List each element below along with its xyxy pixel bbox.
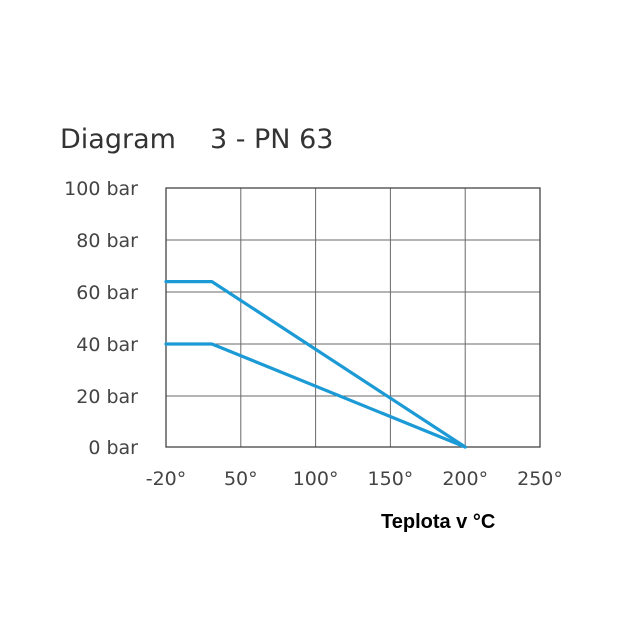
x-tick-label: -20° bbox=[146, 468, 187, 490]
x-tick-label: 150° bbox=[368, 468, 414, 490]
series-layer bbox=[164, 280, 467, 449]
x-tick-label: 250° bbox=[517, 468, 563, 490]
y-axis-ticks: 0 bar 20 bar 40 bar 60 bar 80 bar 100 bar bbox=[64, 178, 138, 459]
x-tick-label: 50° bbox=[224, 468, 258, 490]
y-tick-label: 20 bar bbox=[76, 386, 138, 408]
plot-frame bbox=[165, 187, 541, 448]
series-line-2 bbox=[164, 342, 467, 449]
y-tick-label: 60 bar bbox=[76, 282, 138, 304]
grid bbox=[166, 188, 540, 447]
y-tick-label: 0 bar bbox=[88, 437, 138, 459]
y-tick-label: 40 bar bbox=[76, 334, 138, 356]
series-line-1 bbox=[164, 280, 467, 449]
x-tick-label: 100° bbox=[293, 468, 339, 490]
y-tick-label: 80 bar bbox=[76, 230, 138, 252]
chart-title: Diagram 3 - PN 63 bbox=[60, 124, 333, 155]
x-tick-label: 200° bbox=[442, 468, 488, 490]
chart-subtitle: 3 - PN 63 bbox=[209, 124, 334, 155]
y-tick-label: 100 bar bbox=[64, 178, 138, 200]
x-axis-label: Teplota v °C bbox=[381, 511, 496, 533]
x-axis-ticks: -20° 50° 100° 150° 200° 250° bbox=[146, 468, 563, 490]
chart-title-text: Diagram bbox=[60, 124, 176, 155]
